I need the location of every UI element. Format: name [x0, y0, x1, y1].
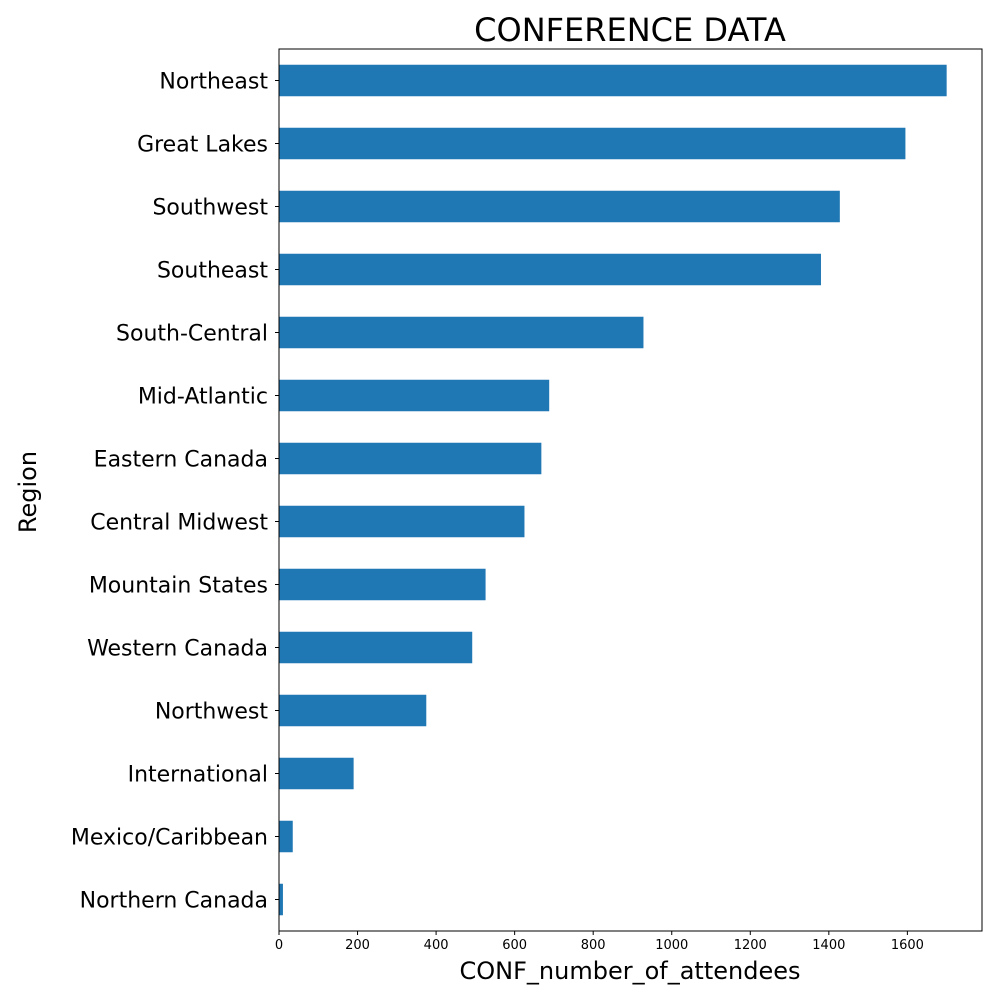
bar [279, 505, 525, 538]
bar [279, 190, 840, 223]
bar [279, 631, 473, 664]
bar [279, 694, 427, 727]
category-label: Central Midwest [90, 511, 268, 536]
y-axis-label: Region [14, 451, 42, 533]
bar [279, 568, 486, 601]
category-label: Western Canada [87, 637, 268, 662]
x-tick-label: 1000 [655, 938, 688, 953]
category-label: Mid-Atlantic [138, 385, 268, 410]
x-tick-label: 1400 [812, 938, 845, 953]
category-labels: Northeast Great Lakes Southwest Southeast So… [71, 70, 279, 914]
category-label: International [128, 763, 268, 788]
x-tick-label: 1200 [734, 938, 767, 953]
bar [279, 379, 550, 412]
x-tick-label: 400 [424, 938, 449, 953]
bar [279, 316, 644, 349]
x-tick-label: 0 [275, 938, 283, 953]
x-axis-label: CONF_number_of_attendees [460, 957, 801, 985]
category-label: Mexico/Caribbean [71, 826, 268, 851]
bars-group [279, 64, 947, 916]
x-tick-label: 200 [345, 938, 370, 953]
bar [279, 253, 821, 286]
bar [279, 442, 542, 475]
x-tick-label: 600 [502, 938, 527, 953]
category-label: Northwest [155, 700, 269, 725]
category-label: Northeast [159, 70, 268, 95]
category-label: Mountain States [89, 574, 268, 599]
x-axis-ticks: 0 200 400 600 800 1000 1200 1400 1600 [275, 931, 924, 953]
bar [279, 883, 283, 916]
bar [279, 127, 906, 160]
category-label: Great Lakes [137, 133, 268, 158]
x-tick-label: 1600 [891, 938, 924, 953]
category-label: Northern Canada [80, 889, 268, 914]
category-label: Eastern Canada [94, 448, 268, 473]
category-label: South-Central [116, 322, 268, 347]
bar [279, 757, 354, 790]
bar [279, 64, 947, 97]
category-label: Southwest [152, 196, 268, 221]
category-label: Southeast [157, 259, 268, 284]
x-tick-label: 800 [581, 938, 606, 953]
bar [279, 820, 293, 853]
plot-frame [278, 48, 983, 932]
chart-title: CONFERENCE DATA [474, 11, 786, 49]
